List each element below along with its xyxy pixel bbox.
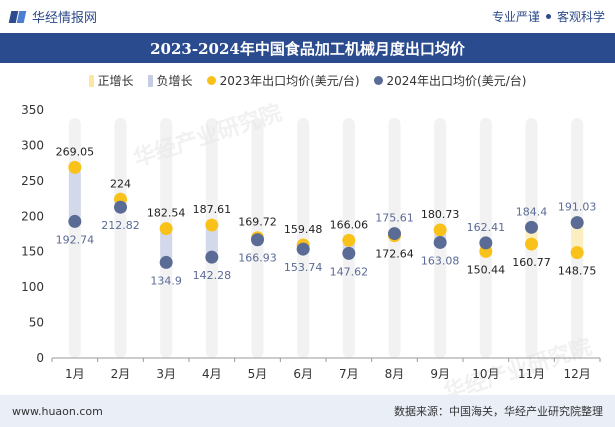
chart-title: 2023-2024年中国食品加工机械月度出口均价: [0, 33, 615, 63]
y-tick-label: 300: [21, 138, 44, 152]
data-label-2024: 191.03: [558, 201, 597, 214]
y-tick-label: 0: [36, 351, 44, 365]
point-2023: [525, 237, 538, 251]
point-2024: [205, 250, 219, 264]
point-2023: [159, 222, 173, 236]
legend-positive-swatch-icon: [88, 74, 94, 87]
bullet-dot-icon: [545, 14, 551, 19]
x-tick-label: 1月: [65, 367, 85, 381]
point-2024: [570, 216, 584, 230]
diff-bar: [571, 222, 584, 253]
diff-bar: [205, 225, 218, 258]
legend-label-negative: 负增长: [156, 74, 193, 88]
x-tick-label: 8月: [385, 367, 405, 381]
point-2023: [570, 246, 584, 260]
brand: 华经情报网: [10, 7, 97, 26]
footer-source: 数据来源：中国海关，华经产业研究院整理: [394, 405, 603, 418]
data-label-2023: 150.44: [467, 263, 506, 276]
y-tick-label: 200: [21, 209, 44, 223]
legend-item-positive: 正增长: [88, 72, 134, 89]
footer: www.huaon.com 数据来源：中国海关，华经产业研究院整理: [0, 395, 615, 427]
x-tick-label: 7月: [339, 367, 359, 381]
x-tick-label: 5月: [248, 367, 268, 381]
x-tick-label: 6月: [293, 367, 313, 381]
point-2024: [251, 233, 264, 247]
x-tick-label: 3月: [156, 367, 176, 381]
slogan-left: 专业严谨: [491, 10, 540, 24]
point-2024: [68, 214, 82, 228]
legend-label-2024: 2024年出口均价(美元/台): [386, 74, 527, 88]
legend-label-2023: 2023年出口均价(美元/台): [219, 74, 360, 88]
y-tick-label: 50: [29, 316, 44, 330]
data-label-2024: 147.62: [330, 265, 369, 278]
data-label-2023: 269.05: [56, 145, 95, 158]
point-2023: [68, 160, 82, 174]
point-2024: [296, 242, 310, 256]
legend-negative-swatch-icon: [147, 74, 153, 87]
chart-legend: 正增长 负增长 2023年出口均价(美元/台) 2024年出口均价(美元/台): [0, 72, 615, 89]
data-label-2023: 166.06: [330, 218, 369, 231]
y-tick-label: 100: [21, 280, 44, 294]
data-label-2023: 224: [110, 177, 131, 190]
y-tick-label: 350: [21, 103, 44, 117]
data-label-2024: 175.61: [375, 212, 414, 225]
data-label-2023: 160.77: [512, 256, 551, 269]
data-label-2023: 159.48: [284, 223, 323, 236]
data-label-2024: 192.74: [56, 233, 95, 246]
point-2024: [433, 235, 447, 249]
data-label-2024: 134.9: [150, 274, 182, 287]
x-tick-label: 4月: [202, 367, 222, 381]
data-label-2024: 163.08: [421, 254, 460, 267]
diff-bar: [68, 167, 81, 222]
data-label-2024: 162.41: [467, 221, 506, 234]
point-2023: [433, 223, 447, 237]
legend-item-2024: 2024年出口均价(美元/台): [373, 72, 527, 89]
slogan-right: 客观科学: [556, 10, 605, 24]
data-label-2023: 148.75: [558, 265, 597, 278]
x-tick-label: 2月: [111, 367, 131, 381]
legend-2023-dot-icon: [206, 76, 216, 85]
legend-item-negative: 负增长: [147, 72, 193, 89]
data-label-2023: 169.72: [238, 216, 277, 229]
y-tick-label: 150: [21, 245, 44, 259]
point-2024: [525, 220, 538, 234]
x-tick-label: 10月: [472, 367, 499, 381]
x-tick-label: 11月: [518, 367, 545, 381]
brand-name: 华经情报网: [32, 11, 98, 26]
legend-item-2023: 2023年出口均价(美元/台): [206, 72, 360, 89]
data-label-2024: 153.74: [284, 261, 323, 274]
data-label-2023: 180.73: [421, 208, 460, 221]
point-2024: [114, 200, 127, 214]
footer-website: www.huaon.com: [12, 404, 103, 418]
slogan: 专业严谨 客观科学: [492, 8, 605, 25]
x-tick-label: 12月: [564, 367, 591, 381]
chart-plot: 0 50 100 150 200 250 300 350 1月 2月 3月 4月 5月 6月 7月 8月 9月 1…: [21, 103, 601, 381]
data-label-2023: 172.64: [375, 248, 414, 261]
background-bar: [297, 118, 310, 358]
top-bar: 华经情报网 专业严谨 客观科学: [0, 0, 615, 33]
data-label-2024: 212.82: [101, 219, 140, 232]
x-tick-label: 9月: [430, 367, 450, 381]
legend-2024-dot-icon: [373, 76, 383, 85]
y-tick-label: 250: [21, 174, 44, 188]
point-2024: [388, 227, 401, 241]
diff-bar: [160, 228, 173, 263]
data-label-2024: 142.28: [193, 269, 232, 282]
data-label-2024: 184.4: [516, 205, 548, 218]
background-bar: [114, 118, 127, 358]
data-label-2023: 187.61: [193, 203, 232, 216]
point-2024: [342, 246, 356, 260]
point-2023: [205, 218, 219, 232]
point-2024: [479, 236, 493, 250]
point-2024: [159, 255, 173, 269]
data-label-2023: 182.54: [147, 207, 186, 220]
point-2023: [342, 233, 356, 247]
data-label-2024: 166.93: [238, 252, 277, 265]
legend-label-positive: 正增长: [97, 74, 134, 88]
